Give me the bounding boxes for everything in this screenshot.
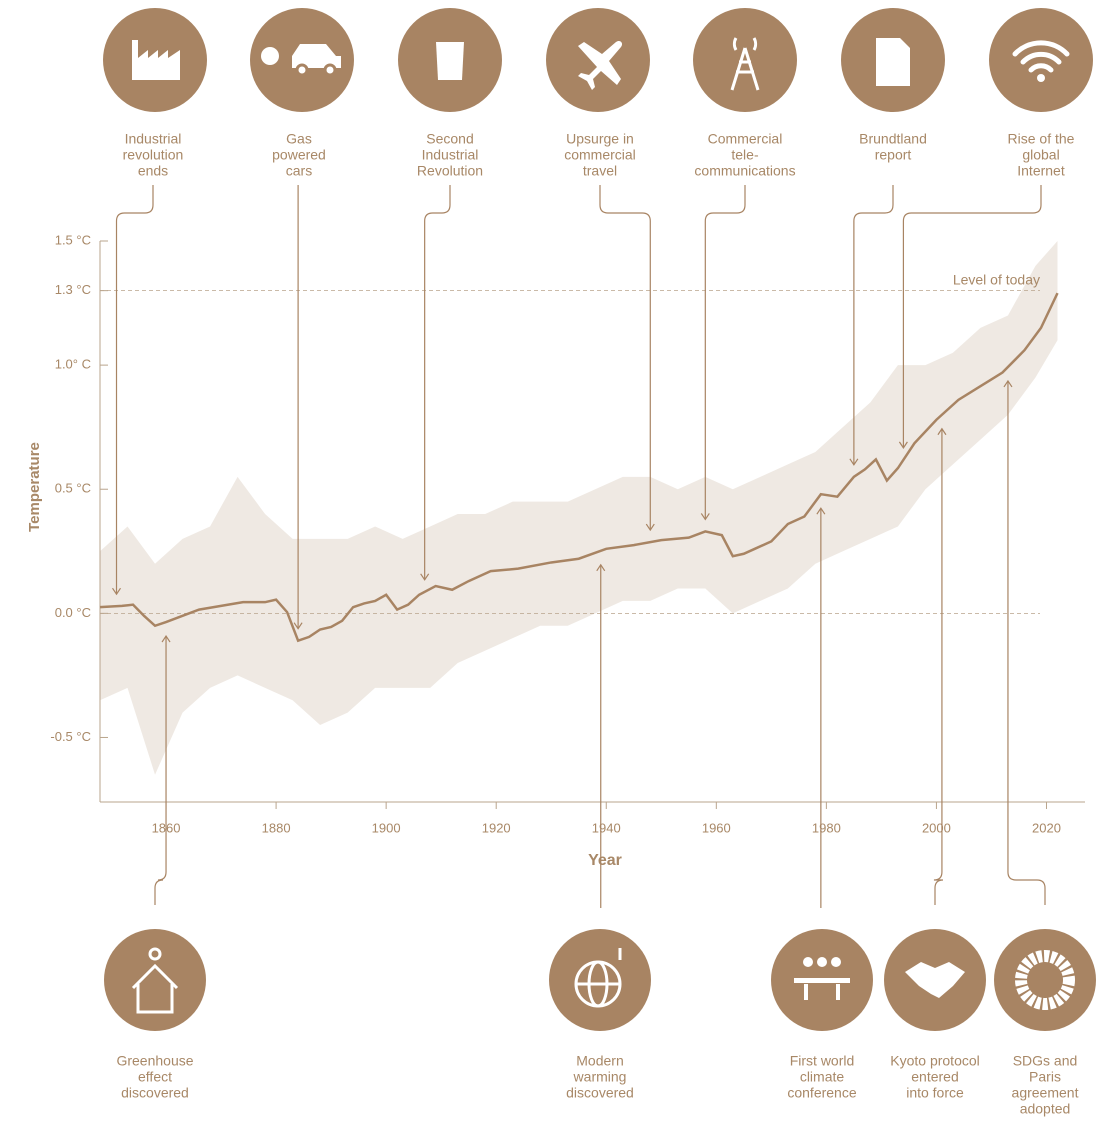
- event-label: Industrial: [125, 131, 182, 147]
- x-tick-label: 1980: [812, 820, 841, 835]
- event-label: discovered: [121, 1085, 189, 1101]
- arrow-head: [937, 427, 947, 436]
- y-axis-label: Temperature: [26, 442, 43, 532]
- event-label: Modern: [576, 1053, 623, 1069]
- event-arrow: [154, 636, 167, 905]
- event-label: Paris: [1029, 1069, 1061, 1085]
- x-axis-label: Year: [588, 852, 622, 869]
- event-label: climate: [800, 1069, 845, 1085]
- icons: [103, 8, 1096, 1031]
- car-glyph: [261, 44, 341, 77]
- x-tick-label: 2020: [1032, 820, 1061, 835]
- icon-sdg: [994, 929, 1096, 1031]
- event-arrow: [599, 185, 651, 531]
- event-label: global: [1022, 147, 1059, 163]
- event-label: Internet: [1017, 163, 1065, 179]
- handshake-glyph: [905, 962, 965, 998]
- event-label: travel: [583, 163, 617, 179]
- arrow-head: [112, 587, 122, 596]
- event-label: Revolution: [417, 163, 483, 179]
- arrow-head: [161, 634, 171, 643]
- temperature-line: [99, 292, 1059, 643]
- event-arrow: [424, 185, 451, 580]
- event-label: SDGs and: [1013, 1053, 1078, 1069]
- conference-glyph: [794, 957, 850, 1000]
- icon-globe: [549, 929, 651, 1031]
- y-tick-label: 0.0 °C: [55, 605, 91, 620]
- event-label: ends: [138, 163, 168, 179]
- event-label: communications: [694, 163, 795, 179]
- event-label: effect: [138, 1069, 172, 1085]
- globe-glyph: [574, 948, 622, 1008]
- event-label: revolution: [123, 147, 184, 163]
- event-arrow: [933, 428, 944, 905]
- plot: Level of today -0.5 °C 0.0 °C 0.5 °C 1.0° C 1…: [50, 232, 1085, 835]
- event-label: Rise of the: [1008, 131, 1075, 147]
- arrow-head: [1003, 379, 1013, 388]
- y-tick-label: 0.5 °C: [55, 481, 91, 496]
- event-label: Gas: [286, 131, 312, 147]
- event-label: warming: [573, 1069, 627, 1085]
- event-label: discovered: [566, 1085, 634, 1101]
- event-label: Upsurge in: [566, 131, 634, 147]
- event-label: adopted: [1020, 1101, 1071, 1117]
- event-label: tele-: [731, 147, 759, 163]
- wifi-dot: [1037, 74, 1045, 82]
- y-tick-label: 1.0° C: [55, 357, 91, 372]
- event-label: Kyoto protocol: [890, 1053, 980, 1069]
- event-label: Brundtland: [859, 131, 927, 147]
- x-tick-label: 1920: [482, 820, 511, 835]
- arrow-head: [645, 523, 655, 532]
- y-tick-label: 1.5 °C: [55, 232, 91, 247]
- arrow-head: [293, 622, 303, 630]
- event-arrow: [704, 185, 746, 520]
- icon-wifi: [989, 8, 1093, 112]
- icon-tower: [693, 8, 797, 112]
- event-label: conference: [787, 1085, 856, 1101]
- x-tick-label: 1940: [592, 820, 621, 835]
- tower-glyph: [730, 37, 760, 91]
- event-label: Industrial: [422, 147, 479, 163]
- event-arrow: [115, 185, 154, 595]
- bag-glyph: [436, 42, 464, 80]
- x-tick-label: 1880: [262, 820, 291, 835]
- arrow-head: [816, 507, 826, 515]
- x-tick-label: 1900: [372, 820, 401, 835]
- x-tick-label: 2000: [922, 820, 951, 835]
- arrow-head: [420, 573, 430, 581]
- event-label: Commercial: [708, 131, 783, 147]
- greenhouse-glyph: [131, 947, 179, 1014]
- event-arrow: [853, 185, 894, 465]
- event-arrow: [902, 185, 1042, 448]
- event-label: First world: [790, 1053, 855, 1069]
- reference-label: Level of today: [953, 271, 1040, 287]
- event-label: into force: [906, 1085, 964, 1101]
- x-tick-label: 1960: [702, 820, 731, 835]
- wifi-glyph: [1012, 40, 1070, 73]
- arrow-head: [596, 563, 606, 572]
- y-tick-label: 1.3 °C: [55, 282, 91, 297]
- event-label: powered: [272, 147, 326, 163]
- icon-greenhouse: [104, 929, 206, 1031]
- event-label: Second: [426, 131, 473, 147]
- event-label: commercial: [564, 147, 636, 163]
- sdg-glyph: [1015, 950, 1075, 1010]
- plane-glyph: [578, 40, 623, 90]
- arrow-head: [849, 458, 859, 466]
- event-arrow: [1007, 380, 1046, 905]
- event-label: entered: [911, 1069, 958, 1085]
- range-band: [100, 241, 1058, 775]
- event-label: Greenhouse: [116, 1053, 193, 1069]
- y-tick-label: -0.5 °C: [50, 729, 91, 744]
- arrow-head: [898, 441, 908, 449]
- report-glyph: [876, 38, 910, 86]
- factory-glyph: [132, 40, 180, 80]
- event-label: report: [875, 147, 912, 163]
- arrow-head: [700, 513, 710, 521]
- event-label: agreement: [1012, 1085, 1079, 1101]
- event-label: cars: [286, 163, 312, 179]
